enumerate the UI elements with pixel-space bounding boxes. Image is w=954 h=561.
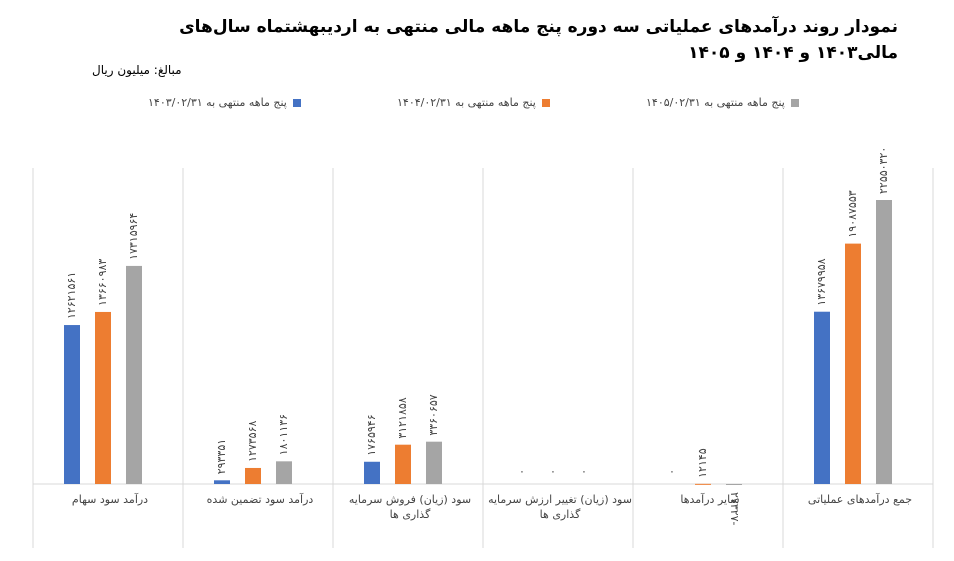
- chart-title: نمودار روند درآمدهای عملیاتی سه دوره پنج…: [179, 17, 898, 63]
- bar-s1: [214, 480, 230, 484]
- bar-s3: [126, 265, 142, 484]
- unit-label: مبالغ: میلیون ریال: [92, 63, 182, 77]
- data-label-s2: ۱۹۰۸۷۵۵۳: [846, 190, 859, 237]
- data-label-s3: ۰: [581, 465, 587, 478]
- legend-label-s3: پنج ماهه منتهی به ۱۴۰۵/۰۲/۳۱: [646, 96, 785, 109]
- data-label-s1: ۱۲۶۲۱۵۶۱: [65, 272, 78, 319]
- category-label-0: درآمد سود سهام: [71, 493, 149, 506]
- bar-s3: [276, 461, 292, 484]
- bar-s3: [726, 484, 742, 485]
- category-label-4: سایر درآمدها: [680, 493, 740, 506]
- legend-swatch-s2: [541, 98, 550, 107]
- data-label-s2: ۳۱۲۱۸۵۸: [396, 397, 409, 438]
- category-label-2: سود (زیان) فروش سرمایه گذاری ها: [348, 493, 472, 521]
- legend-item-s2: پنج ماهه منتهی به ۱۴۰۴/۰۲/۳۱: [397, 96, 550, 109]
- category-label-1: درآمد سود تضمین شده: [206, 493, 314, 506]
- bar-s2: [95, 311, 111, 484]
- legend-label-s1: پنج ماهه منتهی به ۱۴۰۳/۰۲/۳۱: [148, 96, 287, 109]
- legend-swatch-s1: [292, 98, 301, 107]
- data-label-s1: ۲۹۳۳۵۱: [215, 439, 228, 474]
- data-label-s3: ۱۸۰۱۱۳۶: [277, 414, 290, 455]
- bar-s2: [245, 467, 261, 484]
- bar-s1: [814, 311, 830, 484]
- bar-s2: [845, 243, 861, 484]
- data-label-s3: ۲۷۳۲۷-: [728, 492, 741, 526]
- data-label-s3: ۱۷۳۱۵۹۶۴: [127, 213, 140, 260]
- bar-s1: [64, 325, 80, 484]
- data-label-s1: ۰: [669, 465, 675, 478]
- data-label-s2: ۱۲۷۳۵۶۸: [246, 421, 259, 462]
- data-label-s2: ۱۳۶۶۰۹۸۳: [96, 259, 109, 306]
- bar-s3: [876, 200, 892, 484]
- data-label-s1: ۱۳۶۷۹۹۵۸: [815, 258, 828, 305]
- legend-item-s3: پنج ماهه منتهی به ۱۴۰۵/۰۲/۳۱: [646, 96, 799, 109]
- data-label-s1: ۰: [519, 465, 525, 478]
- bar-s1: [364, 461, 380, 484]
- data-label-s3: ۲۲۵۵۰۳۲۰: [877, 147, 890, 194]
- legend-label-s2: پنج ماهه منتهی به ۱۴۰۴/۰۲/۳۱: [397, 96, 536, 109]
- data-label-s1: ۱۷۶۵۹۴۶: [365, 414, 378, 455]
- bar-s2: [695, 483, 711, 485]
- bar-s3: [426, 441, 442, 484]
- legend-swatch-s3: [790, 98, 799, 107]
- bar-s2: [395, 444, 411, 484]
- data-label-s2: ۰: [550, 465, 556, 478]
- category-label-5: جمع درآمدهای عملیاتی: [807, 493, 913, 506]
- data-label-s2: ۱۲۱۴۵: [696, 448, 709, 478]
- data-label-s3: ۳۳۶۰۶۵۷: [427, 394, 440, 435]
- category-label-3: سود (زیان) تغییر ارزش سرمایه گذاری ها: [488, 493, 632, 521]
- legend-item-s1: پنج ماهه منتهی به ۱۴۰۳/۰۲/۳۱: [148, 96, 301, 109]
- chart-legend: پنج ماهه منتهی به ۱۴۰۳/۰۲/۳۱ پنج ماهه من…: [0, 96, 954, 112]
